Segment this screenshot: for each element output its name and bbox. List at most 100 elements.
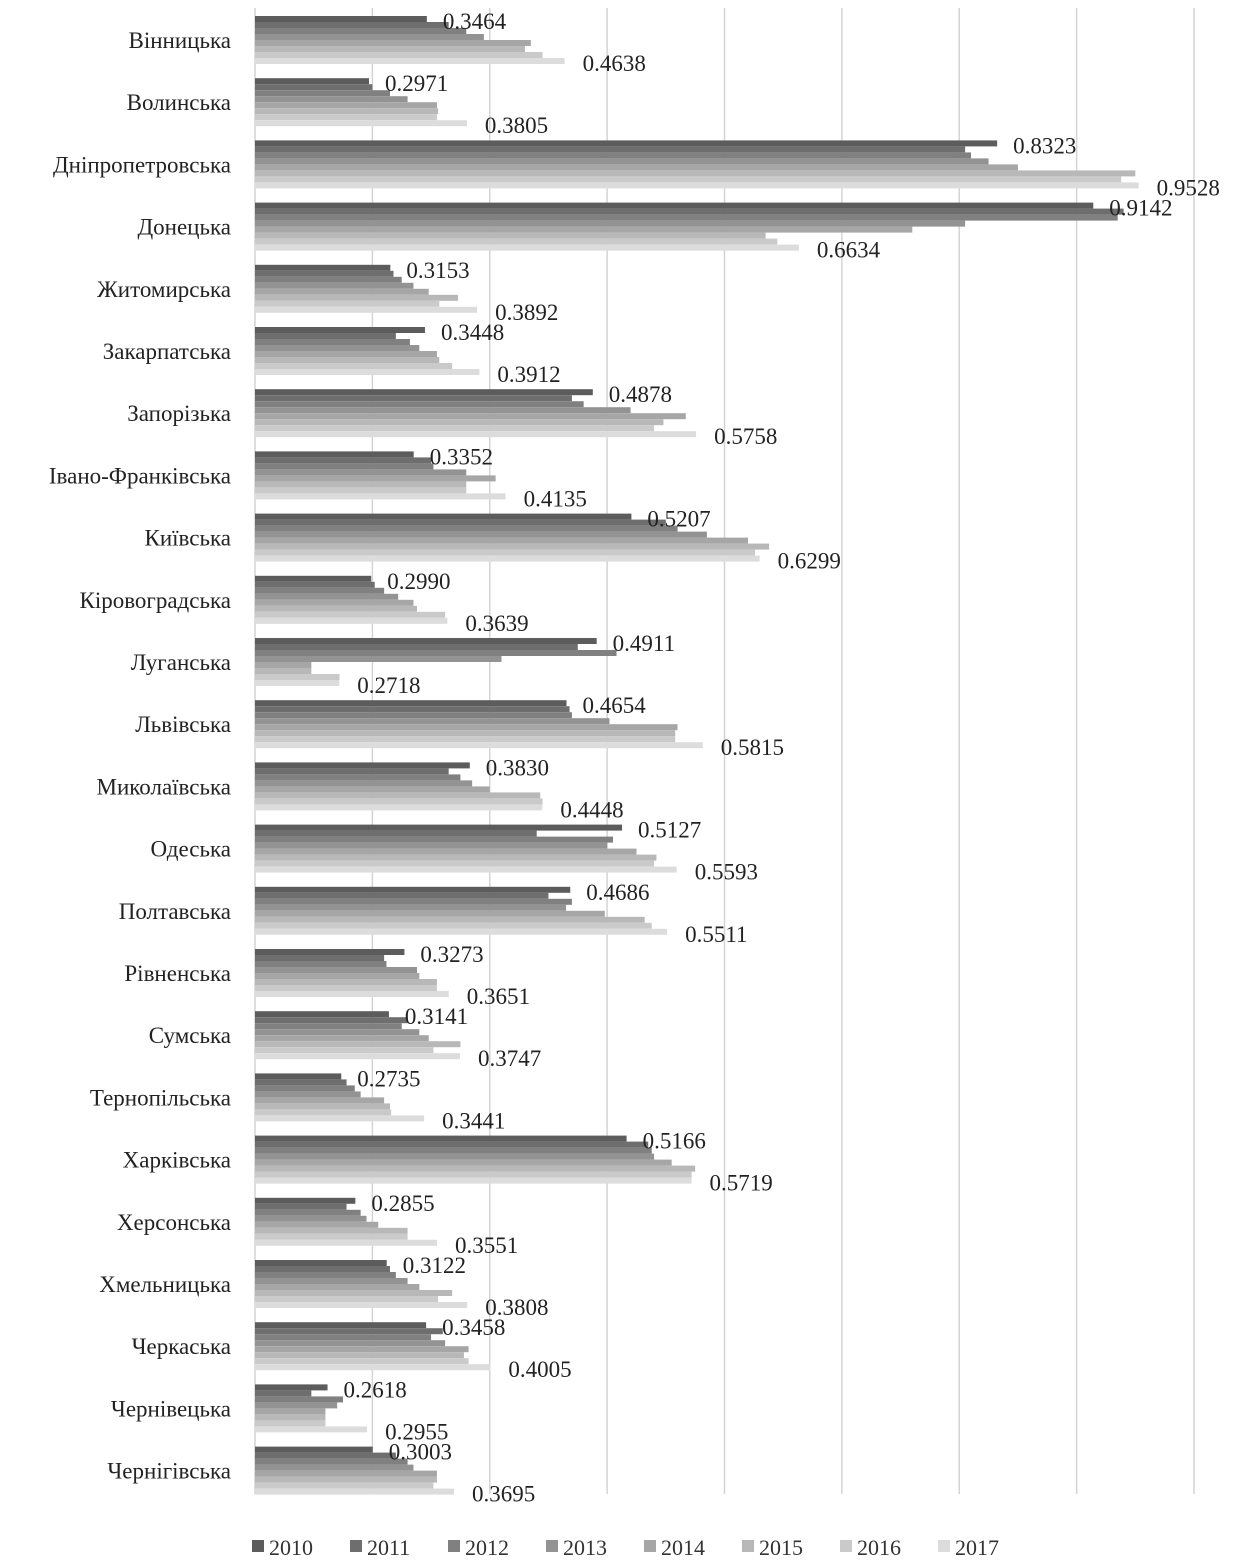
bars xyxy=(255,16,1139,1495)
bar xyxy=(255,176,1122,183)
data-label: 0.5719 xyxy=(710,1171,773,1196)
bar xyxy=(255,798,543,805)
category-label: Донецька xyxy=(137,215,231,240)
bar xyxy=(255,1141,649,1148)
bar xyxy=(255,487,467,494)
bar xyxy=(255,108,439,115)
data-label: 0.4005 xyxy=(508,1357,571,1382)
data-label: 0.3458 xyxy=(442,1315,505,1340)
bar xyxy=(255,730,676,737)
bar xyxy=(255,1476,437,1483)
bar xyxy=(255,1278,408,1284)
bar xyxy=(255,961,387,967)
bar xyxy=(255,1346,469,1353)
bar xyxy=(255,1135,627,1142)
bar xyxy=(255,1233,408,1240)
bar xyxy=(255,1171,692,1178)
bar xyxy=(255,1085,355,1092)
bar xyxy=(255,1239,438,1246)
data-label: 0.3892 xyxy=(495,300,558,325)
category-label: Харківська xyxy=(123,1148,231,1173)
data-label: 0.9528 xyxy=(1157,175,1220,200)
category-label: Черкаська xyxy=(132,1334,231,1359)
bar xyxy=(255,1260,387,1266)
bar xyxy=(255,718,610,725)
bar xyxy=(255,264,391,271)
bar xyxy=(255,481,467,488)
bar xyxy=(255,656,502,662)
data-label: 0.3273 xyxy=(420,942,483,967)
bar xyxy=(255,1352,464,1359)
bar xyxy=(255,152,971,159)
bar xyxy=(255,389,593,396)
legend: 2010 2011 2012 2013 2014 2015 2016 2017 xyxy=(252,1535,999,1560)
category-label: Луганська xyxy=(131,650,231,675)
bar xyxy=(255,1221,379,1228)
bar xyxy=(255,294,459,301)
bar xyxy=(255,1446,373,1453)
data-label: 0.8323 xyxy=(1013,133,1076,158)
legend-swatch xyxy=(252,1540,264,1552)
bar xyxy=(255,1402,338,1409)
data-label: 0.5815 xyxy=(721,735,784,760)
bar xyxy=(255,555,760,562)
bar xyxy=(255,333,396,339)
category-label: Закарпатська xyxy=(103,339,231,364)
bar xyxy=(255,1470,437,1477)
bar xyxy=(255,973,420,979)
bar xyxy=(255,824,623,831)
data-label: 0.3122 xyxy=(403,1253,466,1278)
bar xyxy=(255,34,484,40)
category-label: Сумська xyxy=(149,1023,231,1048)
data-label: 0.2618 xyxy=(344,1377,407,1402)
bar xyxy=(255,1340,446,1347)
bar xyxy=(255,140,998,147)
bar xyxy=(255,1215,367,1222)
bar xyxy=(255,58,565,64)
bar xyxy=(255,1408,326,1415)
bar xyxy=(255,1203,347,1210)
data-label: 0.3912 xyxy=(497,362,560,387)
bar xyxy=(255,985,437,991)
bar xyxy=(255,1452,396,1459)
bar xyxy=(255,724,678,731)
bar xyxy=(255,892,549,899)
bar xyxy=(255,22,449,28)
legend-label: 2013 xyxy=(563,1535,607,1560)
bar xyxy=(255,1079,347,1086)
bar xyxy=(255,1047,434,1054)
data-label: 0.3352 xyxy=(430,444,493,469)
category-label: Миколаївська xyxy=(97,774,232,799)
data-label: 0.6634 xyxy=(817,238,881,263)
bar xyxy=(255,706,570,713)
bar xyxy=(255,898,572,905)
bar xyxy=(255,102,437,109)
bar xyxy=(255,1488,454,1495)
bar xyxy=(255,96,408,103)
category-label: Житомирська xyxy=(97,277,231,302)
bar xyxy=(255,238,778,245)
data-label: 0.6299 xyxy=(778,549,841,574)
bar xyxy=(255,1109,392,1116)
bar xyxy=(255,1272,396,1278)
data-label: 0.4878 xyxy=(609,382,672,407)
bar xyxy=(255,549,756,556)
data-label: 0.3003 xyxy=(389,1440,452,1465)
legend-swatch xyxy=(546,1540,558,1552)
data-label: 0.5127 xyxy=(638,818,701,843)
bar xyxy=(255,1159,672,1166)
data-label: 0.2990 xyxy=(387,569,450,594)
bar xyxy=(255,1029,420,1036)
bar xyxy=(255,463,434,470)
data-label: 0.3639 xyxy=(465,611,528,636)
bar xyxy=(255,46,525,52)
bar xyxy=(255,525,678,532)
bar xyxy=(255,78,369,85)
data-label: 0.3808 xyxy=(485,1295,548,1320)
legend-label: 2014 xyxy=(661,1535,705,1560)
bar xyxy=(255,1328,443,1335)
data-label: 0.5758 xyxy=(714,424,777,449)
bar xyxy=(255,164,1018,171)
bar xyxy=(255,1153,655,1160)
bar xyxy=(255,363,453,369)
